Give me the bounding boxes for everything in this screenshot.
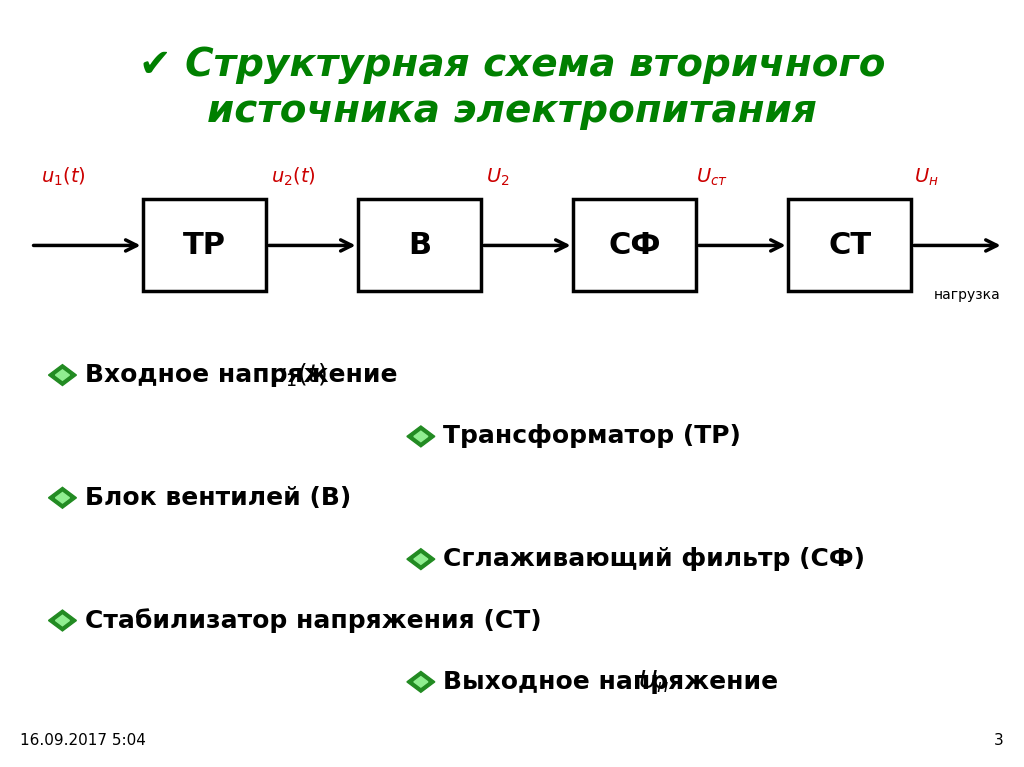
Text: СФ: СФ bbox=[608, 231, 662, 260]
Text: $u_1(t)$: $u_1(t)$ bbox=[41, 166, 86, 188]
FancyBboxPatch shape bbox=[143, 199, 266, 291]
Polygon shape bbox=[48, 610, 77, 631]
Polygon shape bbox=[55, 370, 70, 380]
Text: Стабилизатор напряжения (СТ): Стабилизатор напряжения (СТ) bbox=[85, 608, 542, 633]
Polygon shape bbox=[414, 554, 428, 565]
Polygon shape bbox=[407, 426, 435, 447]
Text: $u_2(t)$: $u_2(t)$ bbox=[271, 166, 316, 188]
Text: ТР: ТР bbox=[183, 231, 226, 260]
Text: $U_2$: $U_2$ bbox=[486, 166, 510, 188]
Text: Блок вентилей (В): Блок вентилей (В) bbox=[85, 486, 351, 510]
Text: ✔ Структурная схема вторичного: ✔ Структурная схема вторичного bbox=[138, 46, 886, 84]
Text: источника электропитания: источника электропитания bbox=[207, 92, 817, 130]
Text: $u_{1}(t)$: $u_{1}(t)$ bbox=[270, 361, 327, 389]
Text: $U_{н}$: $U_{н}$ bbox=[638, 669, 669, 695]
Text: СТ: СТ bbox=[828, 231, 871, 260]
Polygon shape bbox=[414, 676, 428, 687]
Polygon shape bbox=[55, 615, 70, 626]
Polygon shape bbox=[414, 431, 428, 442]
Text: нагрузка: нагрузка bbox=[934, 288, 1000, 301]
Text: Выходное напряжение: Выходное напряжение bbox=[443, 670, 787, 694]
Text: 16.09.2017 5:04: 16.09.2017 5:04 bbox=[20, 732, 146, 748]
Polygon shape bbox=[55, 492, 70, 503]
Text: 3: 3 bbox=[993, 732, 1004, 748]
FancyBboxPatch shape bbox=[573, 199, 696, 291]
Text: В: В bbox=[409, 231, 431, 260]
Text: Трансформатор (ТР): Трансформатор (ТР) bbox=[443, 424, 741, 449]
FancyBboxPatch shape bbox=[788, 199, 911, 291]
Polygon shape bbox=[48, 364, 77, 386]
Polygon shape bbox=[48, 487, 77, 509]
Text: Входное напряжение: Входное напряжение bbox=[85, 363, 407, 387]
Text: $U_{ст}$: $U_{ст}$ bbox=[696, 166, 728, 188]
Text: $U_н$: $U_н$ bbox=[914, 166, 939, 188]
Polygon shape bbox=[407, 548, 435, 570]
Polygon shape bbox=[407, 671, 435, 693]
Text: Сглаживающий фильтр (СФ): Сглаживающий фильтр (СФ) bbox=[443, 547, 865, 571]
FancyBboxPatch shape bbox=[358, 199, 481, 291]
